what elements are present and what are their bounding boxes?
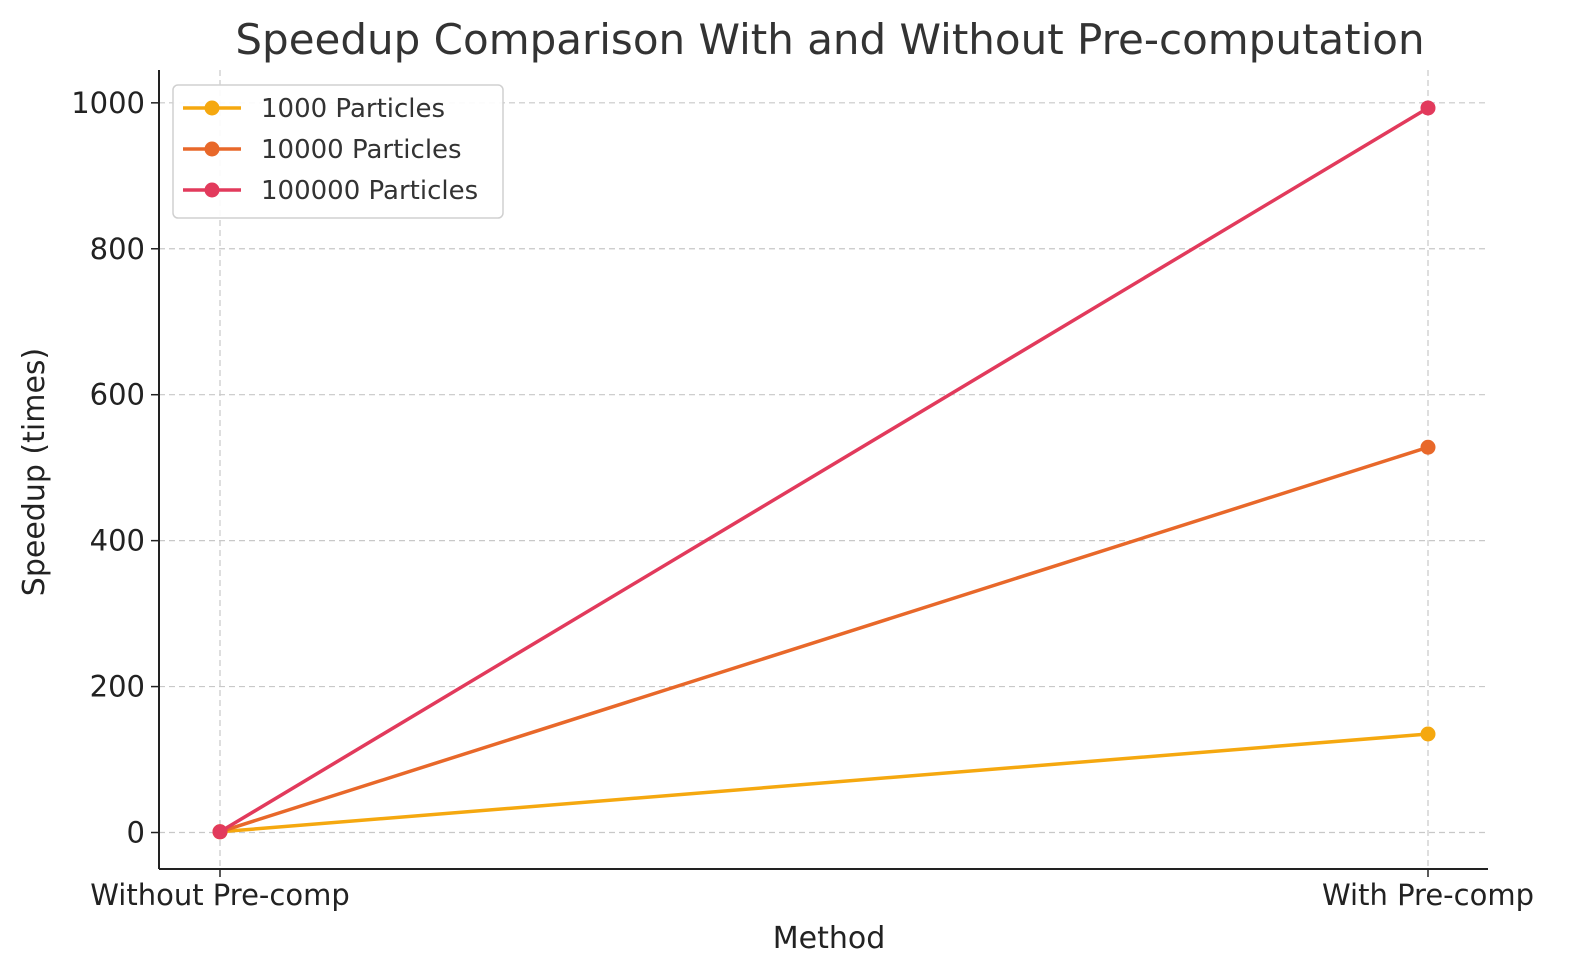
legend-label: 1000 Particles — [261, 94, 445, 124]
y-tick-label: 600 — [90, 378, 145, 412]
legend-swatch-marker — [204, 141, 220, 157]
x-tick-label: With Pre-comp — [1322, 878, 1534, 912]
legend-swatch-marker — [204, 182, 220, 198]
series-point-2-1 — [1420, 100, 1436, 116]
y-tick-label: 400 — [90, 524, 145, 558]
chart-title: Speedup Comparison With and Without Pre-… — [235, 15, 1424, 64]
series-layer — [212, 100, 1436, 840]
y-tick-label: 800 — [90, 232, 145, 266]
legend-label: 10000 Particles — [261, 135, 462, 165]
legend-label: 100000 Particles — [261, 176, 478, 206]
series-line-2 — [218, 106, 1430, 834]
legend: 1000 Particles 10000 Particles 100000 Part… — [172, 84, 504, 219]
series-point-1-1 — [1420, 439, 1436, 455]
series-line-1 — [218, 445, 1430, 834]
legend-box — [172, 84, 504, 219]
y-tick-label: 200 — [90, 670, 145, 704]
series-point-0-1 — [1420, 726, 1436, 742]
y-axis-label: Speedup (times) — [17, 348, 52, 596]
axes-layer: 0 200 400 600 800 1000 Without Pre-comp With Pr… — [71, 70, 1534, 912]
x-axis-label: Method — [773, 921, 886, 956]
series-line-0 — [218, 732, 1430, 834]
y-tick-label: 1000 — [71, 86, 145, 120]
y-tick-label: 0 — [127, 816, 145, 850]
legend-swatch-marker — [204, 100, 220, 116]
x-tick-label: Without Pre-comp — [90, 878, 349, 912]
series-point-2-0 — [212, 824, 228, 840]
